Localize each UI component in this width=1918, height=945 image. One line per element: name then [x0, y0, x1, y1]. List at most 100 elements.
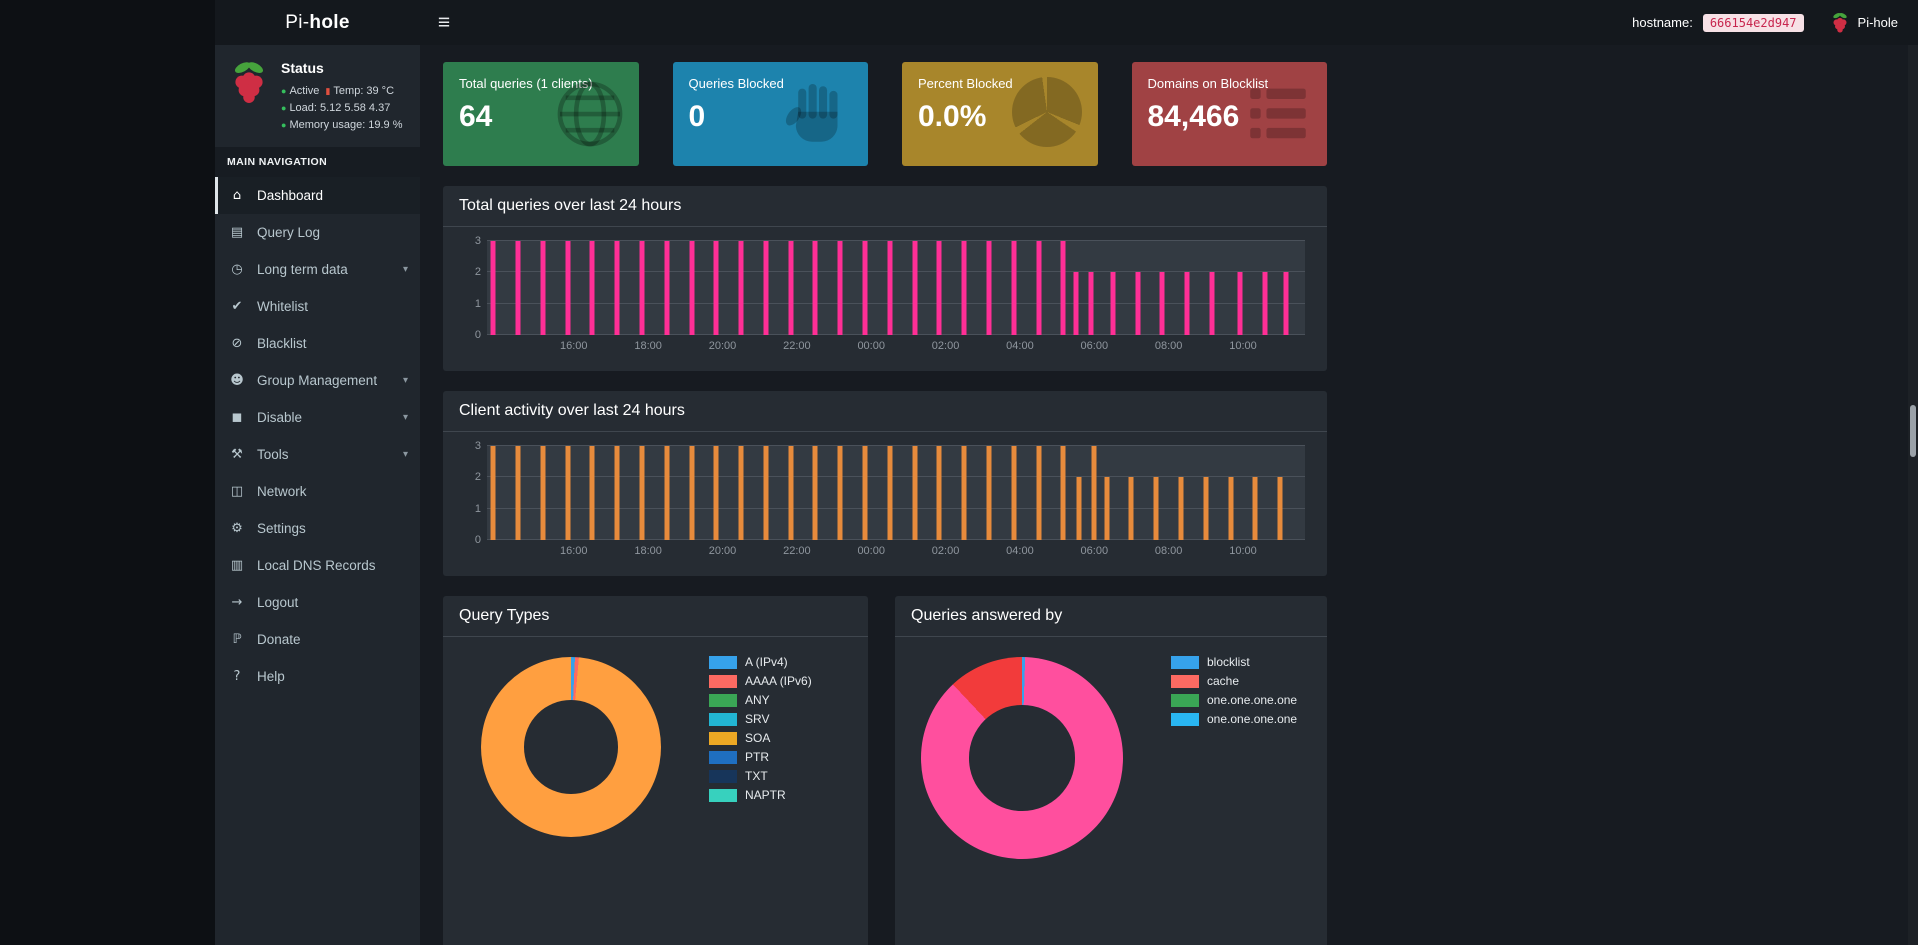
- gridline: [487, 476, 1305, 478]
- paypal-icon: ℙ: [232, 631, 242, 647]
- legend-label: NAPTR: [745, 788, 786, 802]
- sidebar-item-whitelist[interactable]: ✔ Whitelist: [215, 288, 420, 325]
- bar: [986, 446, 992, 540]
- sidebar-item-network[interactable]: ◫ Network: [215, 473, 420, 510]
- bar: [1110, 272, 1116, 335]
- address-book-icon: ▥: [230, 557, 244, 573]
- sidebar-item-long-term-data[interactable]: ◷ Long term data ▾: [215, 251, 420, 288]
- x-tick-label: 02:00: [931, 340, 960, 352]
- panel-queries-answered: Queries answered by blocklist cache one.on…: [895, 596, 1327, 945]
- queries-answered-legend: blocklist cache one.one.one.one one.one.one…: [1171, 655, 1297, 731]
- gridline: [487, 271, 1305, 273]
- bar: [763, 241, 769, 335]
- legend-item[interactable]: SRV: [709, 712, 812, 726]
- gridline: [487, 445, 1305, 446]
- sidebar-item-donate[interactable]: ℙ Donate: [215, 621, 420, 658]
- legend-item[interactable]: blocklist: [1171, 655, 1297, 669]
- bar: [540, 241, 546, 335]
- query-types-donut: [481, 657, 661, 837]
- scrollbar-thumb[interactable]: [1910, 405, 1916, 457]
- bar: [788, 241, 794, 335]
- bar: [1060, 241, 1066, 335]
- sidebar-item-label: Donate: [257, 631, 301, 647]
- legend-swatch: [1171, 674, 1199, 688]
- bar: [1036, 446, 1042, 540]
- bar: [1088, 272, 1094, 335]
- sidebar-item-query-log[interactable]: ▤ Query Log: [215, 214, 420, 251]
- sidebar: Status ● Active ▮ Temp: 39 °C ● Load: 5.12 5.…: [215, 45, 420, 945]
- bar: [887, 241, 893, 335]
- sidebar-item-blacklist[interactable]: ⊘ Blacklist: [215, 325, 420, 362]
- x-tick-label: 04:00: [1006, 340, 1034, 352]
- pihole-logo-icon: [234, 62, 264, 103]
- bar: [1036, 241, 1042, 335]
- legend-item[interactable]: ANY: [709, 693, 812, 707]
- sidebar-toggle-button[interactable]: ≡: [420, 0, 468, 45]
- bar: [1262, 272, 1268, 335]
- sidebar-item-logout[interactable]: → Logout: [215, 584, 420, 621]
- legend-swatch: [1171, 712, 1199, 726]
- gridline: [487, 334, 1305, 335]
- sidebar-item-label: Blacklist: [257, 335, 307, 351]
- bar: [1159, 272, 1165, 335]
- legend-item[interactable]: AAAA (IPv6): [709, 674, 812, 688]
- bar: [1184, 272, 1190, 335]
- check-circle-icon: ✔: [231, 298, 243, 314]
- legend-item[interactable]: NAPTR: [709, 788, 812, 802]
- legend-item[interactable]: one.one.one.one: [1171, 693, 1297, 707]
- sidebar-item-dashboard[interactable]: ⌂ Dashboard: [215, 176, 420, 214]
- gear-icon: ⚙: [231, 520, 243, 536]
- legend-item[interactable]: PTR: [709, 750, 812, 764]
- x-tick-label: 04:00: [1006, 545, 1034, 557]
- status-dot-icon: ●: [281, 119, 287, 130]
- legend-item[interactable]: A (IPv4): [709, 655, 812, 669]
- sidebar-item-local-dns-records[interactable]: ▥ Local DNS Records: [215, 547, 420, 584]
- chevron-down-icon: ▾: [402, 411, 408, 423]
- bar: [565, 446, 571, 540]
- status-dot-icon: ●: [281, 85, 287, 96]
- logo-prefix: Pi-: [285, 11, 310, 33]
- bar: [589, 446, 595, 540]
- legend-item[interactable]: TXT: [709, 769, 812, 783]
- bar: [837, 446, 843, 540]
- x-tick-label: 16:00: [559, 545, 588, 557]
- bar: [862, 446, 868, 540]
- globe-icon: [557, 81, 622, 147]
- main-content: Total queries (1 clients) 64 Queries Blo…: [420, 45, 1918, 945]
- topbar: Pi-hole ≡ hostname: 666154e2d947 Pi-hole: [215, 0, 1918, 45]
- hostname-label: hostname:: [1632, 15, 1693, 30]
- legend-label: AAAA (IPv6): [745, 674, 812, 688]
- x-tick-label: 22:00: [783, 545, 811, 557]
- sidebar-item-disable[interactable]: ◼ Disable ▾: [215, 399, 420, 436]
- legend-swatch: [709, 674, 737, 688]
- legend-item[interactable]: one.one.one.one: [1171, 712, 1297, 726]
- donut-hole: [524, 700, 618, 794]
- pie-chart-icon: [1011, 77, 1086, 151]
- bar: [1209, 272, 1215, 335]
- sidebar-item-group-management[interactable]: ☻ Group Management ▾: [215, 362, 420, 399]
- bar: [490, 446, 496, 540]
- bar: [936, 446, 942, 540]
- legend-item[interactable]: SOA: [709, 731, 812, 745]
- bar: [912, 446, 918, 540]
- app-logo: Pi-hole: [215, 0, 420, 45]
- bar: [1128, 477, 1134, 540]
- sidebar-item-settings[interactable]: ⚙ Settings: [215, 510, 420, 547]
- x-tick-label: 22:00: [783, 340, 811, 352]
- sidebar-item-help[interactable]: ? Help: [215, 658, 420, 695]
- scrollbar[interactable]: [1908, 45, 1918, 945]
- sidebar-item-tools[interactable]: ⚒ Tools ▾: [215, 436, 420, 473]
- bar: [1011, 241, 1017, 335]
- bar: [936, 241, 942, 335]
- x-tick-label: 00:00: [857, 545, 885, 557]
- bar: [1076, 477, 1082, 540]
- bar: [986, 241, 992, 335]
- bar: [565, 241, 571, 335]
- sidebar-item-label: Dashboard: [257, 187, 324, 203]
- legend-swatch: [1171, 693, 1199, 707]
- panel-title: Client activity over last 24 hours: [443, 391, 1327, 432]
- status-line-load: ● Load: 5.12 5.58 4.37: [281, 101, 391, 114]
- bar: [738, 446, 744, 540]
- legend-item[interactable]: cache: [1171, 674, 1297, 688]
- legend-swatch: [709, 788, 737, 802]
